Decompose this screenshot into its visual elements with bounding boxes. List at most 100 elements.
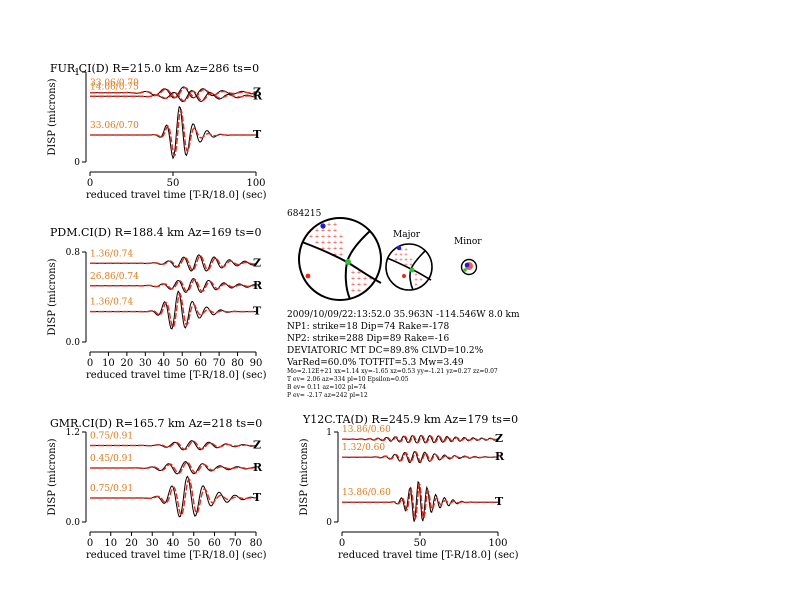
synthetic-trace — [90, 255, 257, 272]
trace-annotation: 0.75/0.91 — [90, 484, 133, 494]
x-tick-label: 60 — [194, 358, 207, 369]
synthetic-trace — [342, 434, 499, 444]
component-label: R — [253, 461, 263, 474]
polarity-dot: + — [321, 234, 326, 240]
x-axis-label: reduced travel time [T-R/18.0] (sec) — [86, 190, 267, 201]
station-panels: FUR.CI(D) R=215.0 km Az=286 ts=0 0 1 DISP (… — [47, 62, 519, 561]
b-axis-marker — [345, 259, 351, 265]
x-tick-label: 50 — [414, 538, 427, 549]
polarity-dot: + — [409, 262, 413, 268]
polarity-dot: + — [333, 228, 338, 234]
x-tick-label: 10 — [104, 538, 117, 549]
beachball-minor — [460, 258, 478, 276]
solution-parameters: 2009/10/09/22:13:52.0 35.963N -114.546W … — [286, 310, 520, 368]
trace-annotation: 0.75/0.91 — [90, 432, 133, 442]
polarity-dot: + — [315, 240, 320, 246]
t-axis-marker — [320, 223, 326, 229]
polarity-dot: + — [357, 270, 362, 276]
polarity-dot: + — [357, 282, 362, 288]
synthetic-trace — [90, 87, 257, 99]
polarity-dot: + — [351, 270, 356, 276]
y-tick-label: 0 — [326, 518, 332, 528]
y-axis-label: DISP (microns) — [47, 258, 58, 335]
polarity-dot: + — [357, 288, 362, 294]
component-label: R — [253, 279, 263, 292]
y-tick-label: 0 — [74, 158, 80, 168]
x-tick-label: 20 — [121, 358, 134, 369]
component-label: T — [253, 491, 262, 504]
polarity-dot: + — [404, 257, 408, 263]
polarity-dot: + — [333, 246, 338, 252]
solution-block: 684215 +++++++++++++++++++++++++++++++++… — [286, 209, 520, 399]
polarity-dot: + — [369, 276, 374, 282]
x-tick-label: 60 — [208, 538, 221, 549]
station-panel: FUR.CI(D) R=215.0 km Az=286 ts=0 0 1 DISP (… — [47, 62, 267, 201]
minor-label: Minor — [454, 237, 482, 247]
x-tick-label: 70 — [229, 538, 242, 549]
t-axis-line: T ev= 2.06 az=334 pl=10 Epsilon=0.05 — [287, 376, 409, 383]
polarity-dot: + — [309, 234, 314, 240]
synthetic-trace — [342, 451, 498, 463]
beachball-major: +++++++++++++++ — [385, 243, 433, 291]
polarity-dot: + — [394, 257, 398, 263]
p-axis-marker — [305, 273, 311, 279]
station-title: GMR.CI(D) R=165.7 km Az=218 ts=0 — [50, 417, 262, 430]
polarity-dot: + — [333, 234, 338, 240]
polarity-dot: + — [339, 246, 344, 252]
b-axis-line: B ev= 0.11 az=102 pl=74 — [287, 384, 366, 391]
station-panel: GMR.CI(D) R=165.7 km Az=218 ts=0 0.0 1.2 DI… — [47, 417, 267, 561]
solution-line: DEVIATORIC MT DC=89.8% CLVD=10.2% — [287, 346, 484, 356]
polarity-dot: + — [321, 246, 326, 252]
x-tick-label: 0 — [87, 358, 93, 369]
component-label: Z — [253, 86, 261, 99]
polarity-dot: + — [414, 277, 418, 283]
polarity-dot: + — [327, 222, 332, 228]
y-axis-label: DISP (microns) — [47, 438, 58, 515]
component-label: T — [253, 128, 262, 141]
trace-annotation: 33.06/0.70 — [90, 121, 139, 131]
polarity-dot: + — [333, 222, 338, 228]
station-title: FUR.CI(D) R=215.0 km Az=286 ts=0 — [50, 62, 259, 75]
polarity-dot: + — [321, 240, 326, 246]
x-tick-label: 20 — [125, 538, 138, 549]
synthetic-trace — [342, 483, 498, 521]
event-id: 684215 — [287, 209, 322, 219]
solution-line: 2009/10/09/22:13:52.0 35.963N -114.546W … — [287, 310, 520, 320]
component-label: R — [253, 89, 263, 102]
x-axis-label: reduced travel time [T-R/18.0] (sec) — [338, 550, 519, 561]
component-label: Z — [495, 432, 503, 445]
polarity-dot: + — [404, 262, 408, 268]
polarity-dot: + — [414, 272, 418, 278]
beachball-full: ++++++++++++++++++++++++++++++++++ — [298, 217, 382, 301]
station-title: PDM.CI(D) R=188.4 km Az=169 ts=0 — [50, 226, 261, 239]
y-tick-label: 1 — [74, 68, 80, 78]
major-b-marker — [409, 267, 415, 273]
x-tick-label: 40 — [157, 358, 170, 369]
polarity-dot: + — [315, 228, 320, 234]
x-tick-label: 50 — [187, 538, 200, 549]
polarity-dot: + — [315, 234, 320, 240]
synthetic-trace — [90, 461, 256, 474]
x-tick-label: 0 — [87, 538, 93, 549]
polarity-dot: + — [333, 240, 338, 246]
solution-line: VarRed=60.0% TOTFIT=5.3 Mw=3.49 — [286, 358, 464, 368]
trace-annotation: 0.45/0.91 — [90, 454, 133, 464]
polarity-dot: + — [327, 246, 332, 252]
polarity-dot: + — [399, 257, 403, 263]
polarity-dot: + — [363, 276, 368, 282]
y-tick-label: 0.0 — [66, 518, 81, 528]
major-t-marker — [396, 245, 402, 251]
y-tick-label: 0.8 — [66, 248, 81, 258]
polarity-dot: + — [394, 252, 398, 258]
trace-annotation: 26.86/0.74 — [90, 272, 139, 282]
trace-annotation: 33.06/0.70 — [90, 79, 139, 89]
major-label: Major — [393, 230, 421, 240]
polarity-dot: + — [351, 276, 356, 282]
trace-annotation: 1.36/0.74 — [90, 249, 133, 259]
polarity-dot: + — [327, 240, 332, 246]
major-p-marker — [402, 274, 406, 278]
x-tick-label: 0 — [87, 178, 93, 189]
polarity-dot: + — [409, 257, 413, 263]
x-axis-label: reduced travel time [T-R/18.0] (sec) — [86, 550, 267, 561]
